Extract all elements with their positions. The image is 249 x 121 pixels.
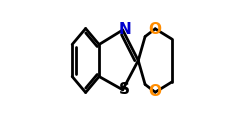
Text: N: N: [118, 22, 131, 37]
Text: O: O: [148, 84, 162, 99]
Text: O: O: [148, 22, 162, 37]
Text: S: S: [119, 82, 130, 97]
